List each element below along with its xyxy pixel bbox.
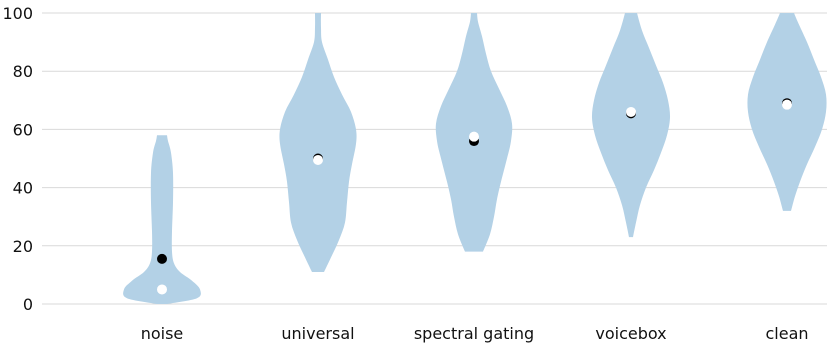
y-tick-label-20: 20: [13, 237, 33, 256]
violin-clean: [747, 13, 827, 211]
median-marker-clean: [782, 99, 792, 110]
x-tick-label-noise: noise: [141, 324, 184, 343]
x-axis-ticks: noise universal spectral gating voicebox cle…: [141, 324, 809, 343]
markers: [157, 98, 792, 295]
y-tick-label-60: 60: [13, 120, 33, 139]
y-tick-label-80: 80: [13, 62, 33, 81]
y-tick-label-0: 0: [23, 295, 33, 314]
x-tick-label-universal: universal: [281, 324, 354, 343]
x-tick-label-voicebox: voicebox: [595, 324, 666, 343]
median-marker-voicebox: [626, 106, 636, 117]
median-marker-universal: [313, 154, 323, 165]
x-tick-label-spectral-gating: spectral gating: [414, 324, 534, 343]
x-tick-label-clean: clean: [765, 324, 808, 343]
violin-noise: [123, 135, 201, 304]
median-marker-spectral-gating: [469, 131, 479, 142]
violin-universal: [279, 13, 357, 272]
y-tick-label-100: 100: [2, 4, 33, 23]
violin-voicebox: [591, 13, 671, 238]
mean-marker-noise: [157, 253, 167, 264]
median-marker-noise: [157, 284, 167, 295]
y-tick-label-40: 40: [13, 179, 33, 198]
y-axis-ticks: 0 20 40 60 80 100: [2, 4, 33, 314]
violins: [123, 13, 827, 304]
